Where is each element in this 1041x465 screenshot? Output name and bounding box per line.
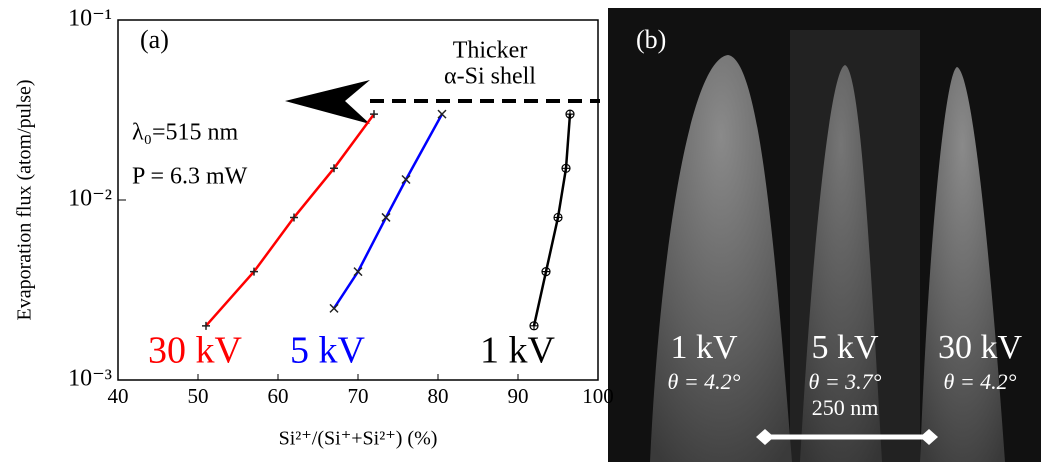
x-tick-label: 80 [428, 384, 449, 408]
series-label: 30 kV [148, 330, 243, 372]
panel-label: (a) [140, 25, 169, 54]
y-tick-label: 10⁻² [68, 186, 112, 212]
tip-angle: θ = 3.7° [809, 369, 882, 394]
arrow-head [285, 80, 370, 124]
y-axis-title: Evaporation flux (atom/pulse) [14, 79, 36, 320]
series-line [205, 113, 376, 327]
marker [290, 213, 298, 222]
series-label: 5 kV [290, 330, 366, 372]
x-tick-label: 70 [348, 384, 369, 408]
marker [541, 267, 551, 277]
x-tick-label: 90 [508, 384, 529, 408]
scale-bar-label: 250 nm [812, 395, 879, 420]
marker [330, 164, 338, 173]
annotation: P = 6.3 mW [132, 164, 248, 190]
marker [529, 321, 539, 331]
marker [329, 303, 339, 313]
tip-label: 30 kV [938, 329, 1023, 366]
tip-30kv [920, 67, 1005, 462]
series-label: 1 kV [480, 330, 556, 372]
x-tick-label: 60 [268, 384, 289, 408]
marker [561, 163, 571, 173]
tip-1kv [650, 55, 792, 462]
marker [553, 212, 563, 223]
marker [437, 109, 447, 119]
y-tick-label: 10⁻³ [68, 366, 112, 392]
marker [202, 321, 210, 330]
tip-angle: θ = 4.2° [668, 369, 741, 394]
x-tick-label: 50 [188, 384, 209, 408]
annotation: λ₀=515 nm [132, 120, 239, 146]
annotation: Thicker [453, 38, 528, 64]
x-tick-label: 100 [582, 384, 614, 408]
marker [381, 212, 391, 222]
marker [370, 110, 378, 119]
annotation: α-Si shell [444, 64, 536, 90]
marker [401, 174, 411, 185]
tip-angle: θ = 4.2° [944, 369, 1017, 394]
y-tick-label: 10⁻¹ [68, 6, 112, 32]
tip-5kv [800, 65, 882, 462]
marker [565, 109, 575, 119]
x-tick-label: 40 [108, 384, 129, 408]
tip-label: 1 kV [670, 329, 738, 366]
tip-label: 5 kV [811, 329, 879, 366]
marker [250, 267, 258, 276]
panel-label: (b) [636, 25, 666, 54]
x-axis-title: Si²⁺/(Si⁺+Si²⁺) (%) [279, 428, 438, 450]
marker [353, 267, 363, 277]
series-line [532, 114, 572, 327]
series-line [332, 113, 444, 310]
image-panel: (b) 1 kV θ = 4.2° 5 kV θ = 3.7° 30 kV θ … [608, 8, 1041, 462]
